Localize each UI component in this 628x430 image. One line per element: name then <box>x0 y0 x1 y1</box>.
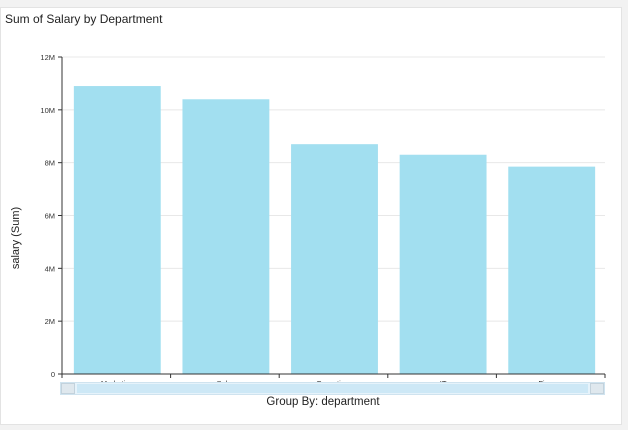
bar-marketing <box>73 86 161 374</box>
chart-title: Sum of Salary by Department <box>5 12 163 26</box>
y-tick-label: 0 <box>51 370 55 379</box>
scroll-thumb[interactable] <box>77 384 588 393</box>
y-ticks: 0 2M 4M 6M 8M 10M 12M <box>40 53 62 379</box>
bar-it <box>399 154 487 374</box>
y-tick-label: 8M <box>45 159 55 168</box>
scroll-right-button[interactable] <box>590 383 604 394</box>
y-tick-label: 4M <box>45 264 55 273</box>
x-axis-label: Group By: department <box>266 396 380 408</box>
y-tick-label: 10M <box>40 106 55 115</box>
bar-finance <box>508 166 596 374</box>
scroll-left-button[interactable] <box>61 383 75 394</box>
bar-operations <box>291 144 378 374</box>
y-tick-label: 6M <box>45 212 55 221</box>
y-tick-label: 2M <box>45 317 55 326</box>
bar-sales <box>182 99 270 375</box>
bars <box>73 86 596 375</box>
y-tick-label: 12M <box>40 53 55 62</box>
horizontal-scrollbar[interactable] <box>60 382 605 395</box>
